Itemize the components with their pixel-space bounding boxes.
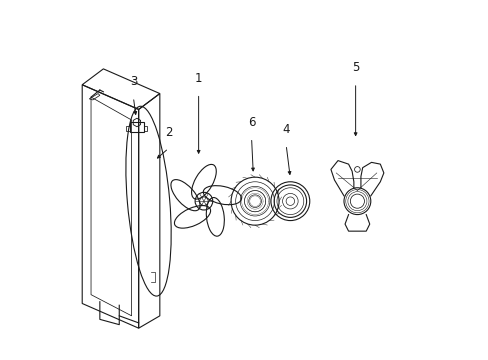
Text: 5: 5 [351,61,359,74]
Text: 4: 4 [282,123,289,136]
Bar [143,126,147,131]
Text: 3: 3 [129,75,137,88]
Text: 1: 1 [195,72,202,85]
Text: 2: 2 [164,126,172,139]
Text: 6: 6 [247,116,255,129]
Bar [126,126,130,131]
Bar [130,122,143,132]
